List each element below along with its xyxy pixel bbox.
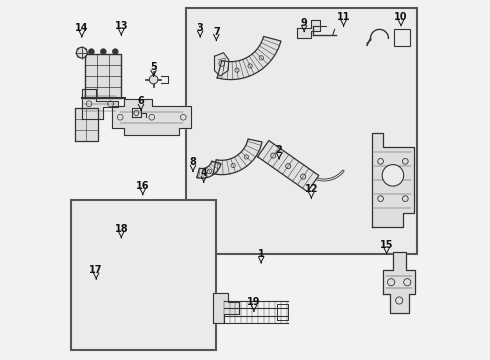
Polygon shape [132, 108, 141, 117]
Circle shape [149, 75, 158, 84]
Polygon shape [297, 21, 320, 39]
Polygon shape [258, 140, 319, 192]
Polygon shape [383, 252, 416, 313]
Text: 14: 14 [75, 23, 89, 33]
Text: 10: 10 [394, 12, 408, 22]
Polygon shape [82, 89, 118, 119]
Polygon shape [213, 293, 239, 323]
Circle shape [382, 165, 404, 186]
Polygon shape [372, 134, 414, 226]
Text: 16: 16 [136, 181, 149, 191]
Bar [71, 200, 216, 350]
Bar [186, 8, 417, 253]
Text: 11: 11 [337, 12, 350, 22]
Circle shape [89, 49, 94, 54]
Bar [394, 30, 410, 45]
Text: 6: 6 [138, 96, 145, 107]
Text: 4: 4 [200, 168, 207, 178]
Text: 8: 8 [190, 157, 196, 167]
Text: 5: 5 [150, 62, 157, 72]
Text: 9: 9 [301, 18, 308, 28]
Polygon shape [85, 54, 122, 98]
Polygon shape [112, 99, 191, 135]
Polygon shape [213, 139, 262, 175]
Circle shape [100, 49, 106, 54]
Text: 1: 1 [258, 249, 265, 259]
Polygon shape [217, 36, 281, 80]
Text: 15: 15 [380, 240, 393, 250]
Text: 19: 19 [247, 297, 261, 307]
Text: 2: 2 [276, 145, 282, 155]
Text: 18: 18 [115, 224, 128, 234]
Circle shape [112, 49, 118, 54]
Text: 13: 13 [115, 21, 128, 31]
Polygon shape [215, 53, 229, 76]
Polygon shape [197, 161, 221, 178]
Text: 3: 3 [197, 23, 203, 33]
Polygon shape [74, 108, 98, 140]
Text: 12: 12 [305, 184, 318, 194]
Text: 7: 7 [213, 27, 220, 37]
Text: 17: 17 [90, 265, 103, 275]
Circle shape [76, 47, 87, 58]
